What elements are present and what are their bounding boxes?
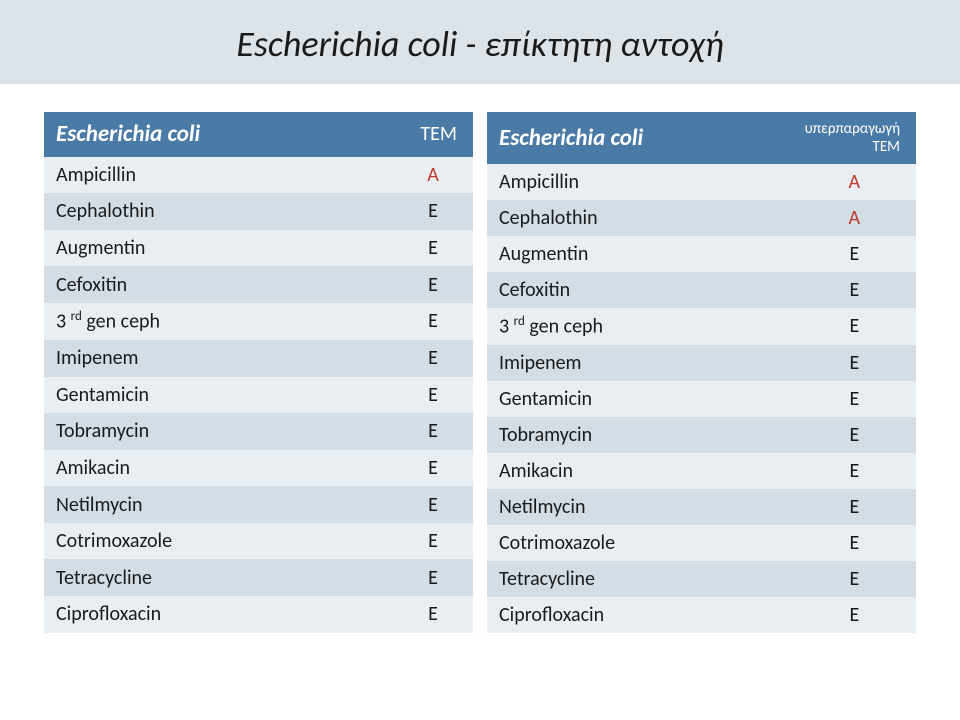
drug-name: Tobramycin	[487, 417, 793, 453]
title-bar: Escherichia coli - επίκτητη αντοχή	[0, 0, 960, 84]
table-row: CotrimoxazoleΕ	[487, 525, 916, 561]
table-row: CefoxitinΕ	[487, 272, 916, 308]
table-row: ImipenemΕ	[487, 345, 916, 381]
drug-name: Cephalothin	[487, 200, 793, 236]
susceptibility-value: Ε	[793, 525, 916, 561]
drug-name: Ampicillin	[487, 164, 793, 200]
table-row: AugmentinΕ	[487, 236, 916, 272]
table-header-mechanism: TEM	[393, 112, 473, 157]
drug-name: Cotrimoxazole	[487, 525, 793, 561]
table-row: CiprofloxacinΕ	[487, 597, 916, 633]
susceptibility-value: Ε	[393, 596, 473, 633]
table-row: AmpicillinΑ	[487, 164, 916, 200]
susceptibility-value: Α	[393, 157, 473, 194]
drug-name: Tobramycin	[44, 413, 393, 450]
table-row: TobramycinΕ	[44, 413, 473, 450]
susceptibility-value: Ε	[793, 381, 916, 417]
drug-name: Ampicillin	[44, 157, 393, 194]
drug-name: Amikacin	[44, 450, 393, 487]
table-header-organism: Escherichia coli	[487, 112, 793, 164]
table-row: CefoxitinΕ	[44, 266, 473, 303]
drug-name: 3 rd gen ceph	[44, 303, 393, 340]
susceptibility-value: Ε	[793, 489, 916, 525]
susceptibility-value: Ε	[393, 559, 473, 596]
drug-name: Augmentin	[487, 236, 793, 272]
table-row: ImipenemΕ	[44, 340, 473, 377]
drug-name: 3 rd gen ceph	[487, 308, 793, 345]
drug-name: Netilmycin	[487, 489, 793, 525]
drug-name: Augmentin	[44, 230, 393, 267]
susceptibility-value: Ε	[793, 345, 916, 381]
table-row: AmikacinΕ	[487, 453, 916, 489]
drug-name: Netilmycin	[44, 486, 393, 523]
susceptibility-value: Ε	[393, 193, 473, 230]
susceptibility-value: Ε	[793, 417, 916, 453]
susceptibility-value: Ε	[393, 303, 473, 340]
susceptibility-value: Ε	[793, 308, 916, 345]
susceptibility-value: Ε	[793, 272, 916, 308]
drug-name: Tetracycline	[487, 561, 793, 597]
table-row: GentamicinΕ	[487, 381, 916, 417]
susceptibility-value: Ε	[393, 377, 473, 414]
susceptibility-value: Ε	[793, 597, 916, 633]
table-row: NetilmycinΕ	[44, 486, 473, 523]
susceptibility-value: Ε	[393, 230, 473, 267]
susceptibility-value: Ε	[793, 236, 916, 272]
table-header-mechanism: υπερπαραγωγή ΤΕΜ	[793, 112, 916, 164]
susceptibility-value: Ε	[393, 450, 473, 487]
drug-name: Gentamicin	[487, 381, 793, 417]
tables-container: Escherichia coliTEMAmpicillinΑCephalothi…	[0, 84, 960, 633]
susceptibility-value: Ε	[393, 340, 473, 377]
table-row: 3 rd gen cephΕ	[44, 303, 473, 340]
susceptibility-value: Ε	[393, 266, 473, 303]
susceptibility-value: Ε	[793, 453, 916, 489]
drug-name: Tetracycline	[44, 559, 393, 596]
drug-name: Ciprofloxacin	[487, 597, 793, 633]
susceptibility-value: Α	[793, 164, 916, 200]
table-row: GentamicinΕ	[44, 377, 473, 414]
drug-name: Gentamicin	[44, 377, 393, 414]
table-row: TetracyclineΕ	[487, 561, 916, 597]
drug-name: Imipenem	[44, 340, 393, 377]
resistance-table-over-tem: Escherichia coliυπερπαραγωγή ΤΕΜAmpicill…	[487, 112, 916, 633]
drug-name: Cefoxitin	[487, 272, 793, 308]
susceptibility-value: Ε	[793, 561, 916, 597]
table-row: CiprofloxacinΕ	[44, 596, 473, 633]
table-row: CephalothinΕ	[44, 193, 473, 230]
susceptibility-value: Ε	[393, 413, 473, 450]
drug-name: Ciprofloxacin	[44, 596, 393, 633]
drug-name: Amikacin	[487, 453, 793, 489]
table-header-organism: Escherichia coli	[44, 112, 393, 157]
drug-name: Cotrimoxazole	[44, 523, 393, 560]
page-title: Escherichia coli - επίκτητη αντοχή	[0, 22, 960, 66]
resistance-table-tem: Escherichia coliTEMAmpicillinΑCephalothi…	[44, 112, 473, 633]
susceptibility-value: Α	[793, 200, 916, 236]
drug-name: Cefoxitin	[44, 266, 393, 303]
table-row: 3 rd gen cephΕ	[487, 308, 916, 345]
table-row: TetracyclineΕ	[44, 559, 473, 596]
table-row: AmikacinΕ	[44, 450, 473, 487]
table-row: NetilmycinΕ	[487, 489, 916, 525]
table-row: CotrimoxazoleΕ	[44, 523, 473, 560]
table-row: AugmentinΕ	[44, 230, 473, 267]
susceptibility-value: Ε	[393, 486, 473, 523]
table-row: AmpicillinΑ	[44, 157, 473, 194]
susceptibility-value: Ε	[393, 523, 473, 560]
table-row: CephalothinΑ	[487, 200, 916, 236]
drug-name: Cephalothin	[44, 193, 393, 230]
table-row: TobramycinΕ	[487, 417, 916, 453]
drug-name: Imipenem	[487, 345, 793, 381]
